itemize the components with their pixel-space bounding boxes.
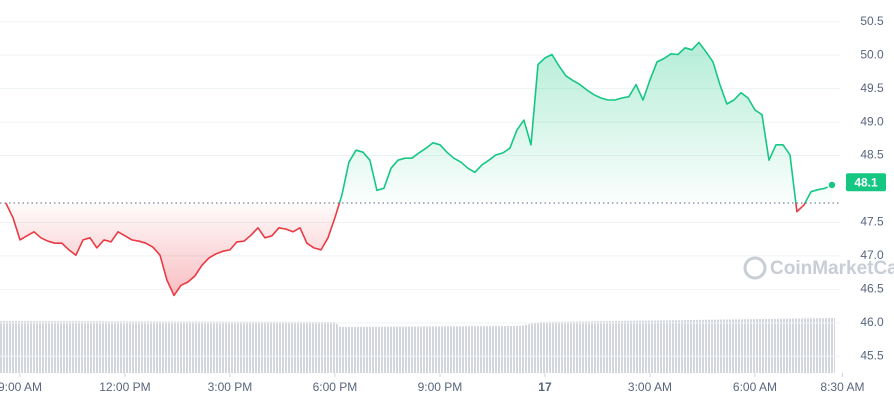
y-tick-label: 49.5: [860, 81, 884, 95]
y-tick-label: 47.5: [860, 215, 884, 229]
y-tick-label: 50.5: [860, 14, 884, 28]
y-tick-label: 50.0: [860, 47, 884, 61]
volume-bars: [0, 318, 835, 373]
area-fill: [5, 42, 832, 296]
x-tick-label: 12:00 PM: [99, 380, 150, 394]
x-tick-label: 9:00 PM: [418, 380, 463, 394]
y-tick-label: 49.0: [860, 114, 884, 128]
x-tick-label: 8:30 AM: [820, 380, 864, 394]
x-tick-label: 6:00 AM: [733, 380, 777, 394]
x-tick-label: 9:00 AM: [0, 380, 42, 394]
y-tick-label: 48.5: [860, 148, 884, 162]
x-tick-label: 17: [538, 380, 552, 394]
y-tick-label: 46.0: [860, 315, 884, 329]
y-tick-label: 45.5: [860, 348, 884, 362]
watermark: CoinMarketCap: [743, 256, 894, 280]
x-tick-label: 3:00 PM: [208, 380, 253, 394]
y-tick-label: 47.0: [860, 248, 884, 262]
price-tag-label: 48.1: [854, 175, 878, 189]
price-tag-box: [846, 173, 886, 192]
x-tick-label: 6:00 PM: [313, 380, 358, 394]
y-tick-label: 46.5: [860, 282, 884, 296]
watermark-logo: [743, 256, 767, 280]
last-point: [827, 180, 837, 190]
price-line: [5, 41, 833, 297]
watermark-text: CoinMarketCap: [770, 258, 894, 279]
x-tick-label: 3:00 AM: [628, 380, 672, 394]
